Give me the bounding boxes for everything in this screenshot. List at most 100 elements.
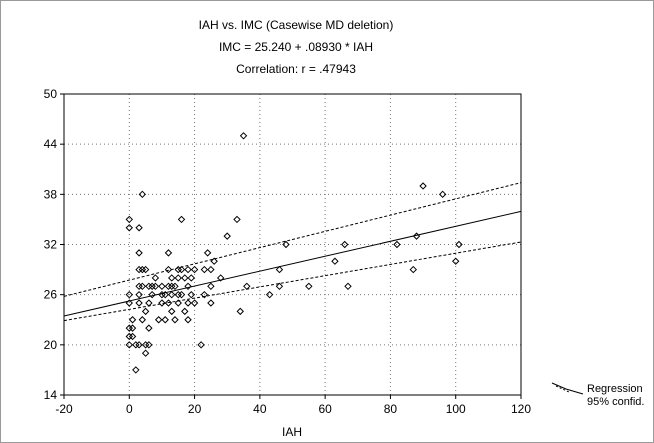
data-point <box>174 265 182 274</box>
data-point <box>158 282 166 291</box>
data-point <box>164 249 173 257</box>
x-tick-label: 80 <box>384 402 398 416</box>
data-point <box>177 265 186 274</box>
data-point <box>341 240 349 249</box>
y-tick-label: 20 <box>44 338 58 352</box>
data-point <box>145 341 153 349</box>
x-tick-label: 20 <box>188 402 202 416</box>
data-point <box>207 282 215 291</box>
data-point <box>174 290 182 299</box>
data-point <box>135 282 143 291</box>
data-point <box>145 282 153 291</box>
data-point <box>164 265 173 274</box>
legend-regression-marker <box>551 382 584 395</box>
data-point <box>393 240 401 249</box>
correlation-label: Correlation: r = .47943 <box>236 62 356 76</box>
data-point <box>184 282 192 291</box>
data-point <box>203 249 212 257</box>
data-point <box>128 316 137 324</box>
x-axis-ticks: -20 0 20 40 60 80 100 120 <box>55 395 531 416</box>
data-point <box>135 224 143 232</box>
data-point <box>282 240 290 249</box>
data-point <box>125 224 133 232</box>
data-point <box>184 299 192 307</box>
data-point <box>223 232 231 240</box>
y-tick-label: 14 <box>44 388 58 402</box>
data-point <box>331 257 339 265</box>
data-point <box>174 274 182 282</box>
x-tick-label: 100 <box>446 402 466 416</box>
data-point <box>177 290 186 299</box>
data-point <box>455 240 463 249</box>
data-point <box>154 316 163 324</box>
data-point <box>148 290 156 299</box>
data-point <box>265 290 274 299</box>
data-point <box>125 332 133 341</box>
confidence-band <box>63 182 522 322</box>
data-point <box>148 282 156 291</box>
data-point <box>125 341 133 349</box>
legend-confidence-label: 95% confid. <box>587 396 644 408</box>
grid <box>64 94 521 395</box>
data-point <box>128 332 137 341</box>
data-point <box>243 282 251 291</box>
data-point <box>187 274 196 282</box>
legend-regression-label: Regression <box>587 383 643 395</box>
y-tick-label: 44 <box>44 137 58 151</box>
data-point <box>190 299 199 307</box>
data-point <box>177 215 186 224</box>
data-point <box>125 324 133 332</box>
y-tick-label: 32 <box>44 238 58 252</box>
x-tick-label: 60 <box>318 402 332 416</box>
data-point <box>141 265 150 274</box>
regression-line <box>63 210 522 317</box>
data-point <box>200 265 209 274</box>
data-point <box>158 290 166 299</box>
data-point <box>412 232 421 240</box>
data-point <box>305 282 313 291</box>
y-tick-label: 26 <box>44 288 58 302</box>
data-point <box>135 265 143 274</box>
data-point <box>168 290 176 299</box>
data-point <box>197 341 205 349</box>
data-point <box>168 282 176 291</box>
data-point <box>168 307 176 316</box>
regression-line-group <box>63 210 522 317</box>
data-point <box>409 265 417 274</box>
chart-title: IAH vs. IMC (Casewise MD deletion) <box>199 18 394 32</box>
data-point <box>135 290 143 299</box>
data-point <box>164 282 173 291</box>
data-point <box>171 282 179 291</box>
data-point <box>125 290 133 299</box>
data-point <box>135 299 143 307</box>
data-point <box>161 316 169 324</box>
legend: Regression 95% confid. <box>551 382 644 408</box>
data-points <box>125 132 463 374</box>
data-point <box>344 282 352 291</box>
regression-equation: IMC = 25.240 + .08930 * IAH <box>219 40 373 54</box>
data-point <box>158 299 166 307</box>
data-point <box>141 341 150 349</box>
data-point <box>141 307 150 316</box>
data-point <box>190 265 199 274</box>
data-point <box>138 265 147 274</box>
x-tick-label: 0 <box>126 402 133 416</box>
data-point <box>184 316 192 324</box>
data-point <box>181 274 189 282</box>
data-point <box>236 307 244 316</box>
data-point <box>200 290 209 299</box>
confidence-lower-line <box>63 241 522 322</box>
data-point <box>151 282 160 291</box>
data-point <box>125 215 133 224</box>
data-point <box>210 257 218 265</box>
data-point <box>438 190 447 199</box>
data-point <box>132 366 140 374</box>
data-point <box>125 299 133 307</box>
data-point <box>171 316 179 324</box>
data-point <box>138 316 147 324</box>
data-point <box>168 274 176 282</box>
data-point <box>181 307 189 316</box>
y-tick-label: 50 <box>44 87 58 101</box>
data-point <box>135 249 143 257</box>
